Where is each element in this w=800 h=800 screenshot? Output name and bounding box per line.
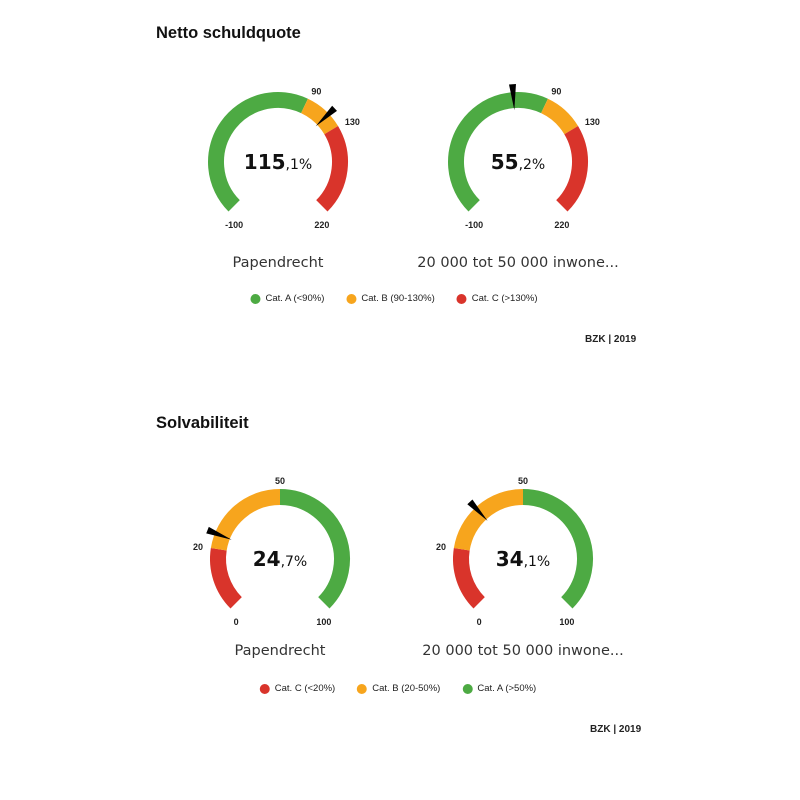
legend-label: Cat. A (<90%) xyxy=(265,293,325,304)
gauge-label: Papendrecht xyxy=(234,643,326,659)
gauge-value: 55,2% xyxy=(491,150,546,174)
legend-label: Cat. C (>130%) xyxy=(471,293,538,304)
tick-label: 220 xyxy=(554,220,569,230)
gauge-value: 24,7% xyxy=(253,547,308,571)
gauge-value: 115,1% xyxy=(244,150,312,174)
tick-label: 130 xyxy=(345,117,360,127)
tick-label: 90 xyxy=(551,86,561,96)
legend-item: Cat. A (>50%) xyxy=(462,683,536,694)
gauge-svg: 0 20 50 100 24,7% xyxy=(193,476,350,627)
legend-item: Cat. B (90-130%) xyxy=(346,293,435,304)
gauge-band-orange xyxy=(540,98,579,135)
tick-label: 90 xyxy=(311,86,321,96)
tick-label: 100 xyxy=(316,617,331,627)
tick-label: 50 xyxy=(275,476,285,486)
gauge-label: 20 000 tot 50 000 inwone... xyxy=(422,643,624,659)
legend-swatch xyxy=(346,293,357,304)
gauge-band-red xyxy=(210,548,243,609)
gauge-comparison: 0 20 50 100 34,1% xyxy=(436,476,598,639)
tick-label: 0 xyxy=(234,617,239,627)
tick-label: 100 xyxy=(559,617,574,627)
legend-label: Cat. C (<20%) xyxy=(274,683,336,694)
gauge-needle xyxy=(467,499,488,521)
tick-label: -100 xyxy=(465,220,483,230)
gauge-label: Papendrecht xyxy=(232,255,324,271)
gauge-band-green xyxy=(448,92,548,212)
legend-swatch xyxy=(462,683,473,694)
gauge-band-green xyxy=(522,489,593,609)
gauge-papendrecht: -100 90 130 220 115,1% xyxy=(203,86,360,242)
tick-label: 130 xyxy=(585,117,600,127)
gauge-band-orange xyxy=(453,489,524,551)
chart-netto-schuldquote: Netto schuldquote -100 90 130 220 115,1% Pap… xyxy=(0,0,800,390)
source-credit: BZK | 2019 xyxy=(590,724,642,735)
legend: Cat. C (<20%) Cat. B (20-50%) Cat. A (>5… xyxy=(259,683,536,694)
gauge-band-red xyxy=(453,548,486,609)
legend-label: Cat. B (20-50%) xyxy=(372,683,441,694)
gauge-band-red xyxy=(315,126,348,212)
tick-label: 0 xyxy=(477,617,482,627)
gauge-band-green xyxy=(208,92,308,212)
gauge-label: 20 000 tot 50 000 inwone... xyxy=(417,255,619,271)
legend: Cat. A (<90%) Cat. B (90-130%) Cat. C (>… xyxy=(250,293,538,304)
gauge-papendrecht: 0 20 50 100 24,7% xyxy=(193,476,355,639)
gauge-band-orange xyxy=(300,98,339,135)
legend-swatch xyxy=(357,683,368,694)
gauge-needle xyxy=(508,83,516,111)
source-credit: BZK | 2019 xyxy=(585,334,637,345)
tick-label: -100 xyxy=(225,220,243,230)
chart-title: Solvabiliteit xyxy=(156,414,249,432)
chart-title: Netto schuldquote xyxy=(156,24,301,42)
gauge-value: 34,1% xyxy=(496,547,551,571)
tick-label: 20 xyxy=(193,542,203,552)
legend-item: Cat. A (<90%) xyxy=(250,293,324,304)
tick-label: 50 xyxy=(518,476,528,486)
gauge-comparison: -100 90 130 220 55,2% xyxy=(443,83,600,242)
legend-item: Cat. B (20-50%) xyxy=(357,683,440,694)
legend-item: Cat. C (<20%) xyxy=(259,683,336,694)
gauge-needle xyxy=(315,105,337,127)
gauge-svg: -100 90 130 220 55,2% xyxy=(448,83,600,230)
gauge-band-red xyxy=(555,126,588,212)
gauge-svg: 0 20 50 100 34,1% xyxy=(436,476,593,627)
tick-label: 220 xyxy=(314,220,329,230)
gauge-svg: -100 90 130 220 115,1% xyxy=(208,86,360,230)
gauge-needle xyxy=(206,526,232,540)
legend-item: Cat. C (>130%) xyxy=(456,293,538,304)
legend-swatch xyxy=(259,683,270,694)
tick-label: 20 xyxy=(436,542,446,552)
legend-label: Cat. A (>50%) xyxy=(477,683,537,694)
legend-label: Cat. B (90-130%) xyxy=(361,293,435,304)
gauge-band-orange xyxy=(210,489,281,551)
chart-solvabiliteit: Solvabiliteit 0 20 50 100 24,7% Papendrecht … xyxy=(0,390,800,800)
legend-swatch xyxy=(250,293,261,304)
legend-swatch xyxy=(456,293,467,304)
gauge-band-green xyxy=(279,489,350,609)
